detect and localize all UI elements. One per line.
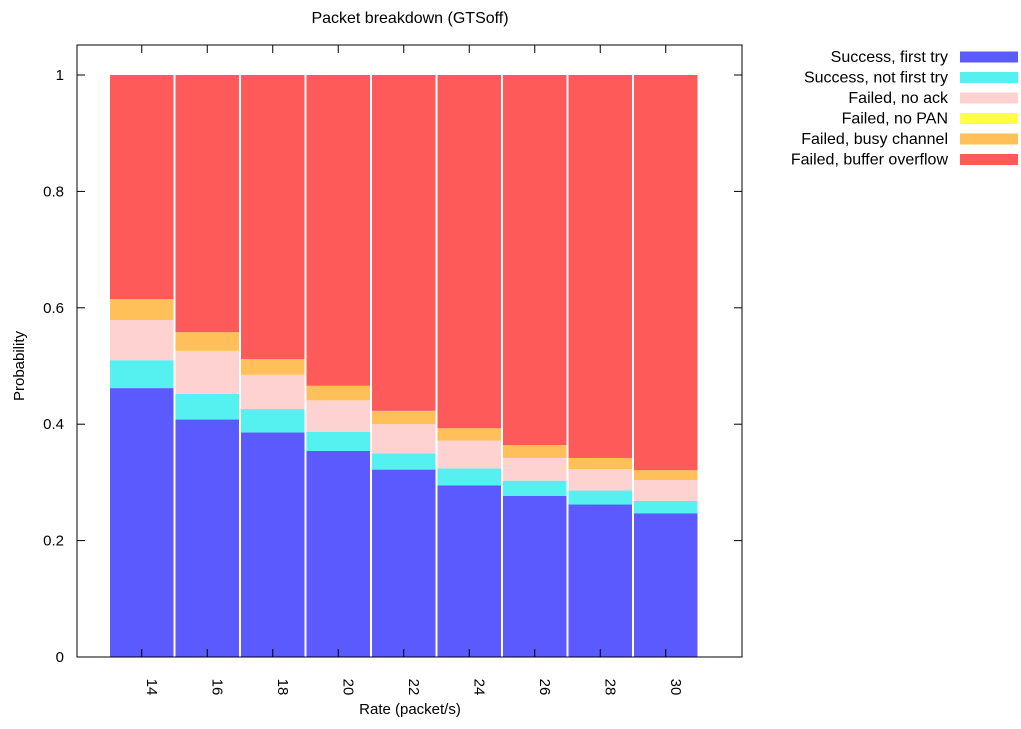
bar-segment <box>241 432 305 657</box>
x-tick-label: 20 <box>339 679 356 696</box>
bar-segment <box>634 470 698 481</box>
bar-segment <box>503 75 567 446</box>
bar-segment <box>634 480 698 502</box>
legend-swatch <box>960 51 1018 63</box>
y-tick-label: 0.2 <box>43 533 64 550</box>
bar-segment <box>568 457 632 470</box>
y-tick-label: 0.4 <box>43 416 64 433</box>
bar-segment <box>241 374 305 410</box>
bar-segment <box>634 501 698 514</box>
bar-segment <box>306 450 370 657</box>
legend-swatch <box>960 133 1018 145</box>
bar-segment <box>437 75 501 429</box>
legend-swatch <box>960 72 1018 83</box>
bar-segment <box>634 75 698 471</box>
bar-segment <box>110 299 174 321</box>
bar-segment <box>372 75 436 411</box>
x-tick-label: 18 <box>274 679 291 696</box>
axis-layer: 14 16 18 20 22 24 26 28 30 0 0.2 0.4 0.6 0.8 1 <box>43 44 743 696</box>
legend-swatch <box>960 154 1018 165</box>
y-tick-label: 0 <box>56 649 64 666</box>
x-tick-label: 16 <box>208 679 225 696</box>
bar-segment <box>175 332 239 351</box>
bar-segment <box>568 469 632 491</box>
x-tick-label: 30 <box>667 679 684 696</box>
legend-label: Failed, no PAN <box>842 111 948 128</box>
y-tick-label: 0.6 <box>43 300 64 317</box>
bar-segment <box>306 431 370 451</box>
bar-segment <box>503 495 567 657</box>
legend: Success, first try Success, not first try… <box>791 49 1018 169</box>
legend-swatch <box>960 113 1018 124</box>
bar-segment <box>568 75 632 458</box>
bars-layer <box>110 75 698 657</box>
bar-segment <box>110 320 174 361</box>
bar-segment <box>568 504 632 657</box>
bar-segment <box>503 457 567 481</box>
plot-frame <box>76 44 743 658</box>
bar-segment <box>372 410 436 425</box>
chart-title: Packet breakdown (GTSoff) <box>311 10 508 27</box>
bar-segment <box>175 393 239 420</box>
legend-label: Failed, buffer overflow <box>791 152 949 169</box>
x-tick-label: 14 <box>143 679 160 696</box>
x-tick-label: 22 <box>405 679 422 696</box>
bar-segment <box>110 75 174 300</box>
bar-segment <box>372 469 436 657</box>
bar-segment <box>306 400 370 432</box>
bar-segment <box>306 75 370 386</box>
bar-segment <box>175 75 239 333</box>
bar-segment <box>372 453 436 470</box>
legend-label: Failed, no ack <box>848 90 949 107</box>
bar-segment <box>110 388 174 657</box>
legend-label: Success, not first try <box>804 70 948 87</box>
y-tick-label: 1 <box>56 67 64 84</box>
bar-segment <box>372 424 436 454</box>
bar-segment <box>437 440 501 469</box>
bar-segment <box>503 480 567 496</box>
bar-segment <box>241 359 305 375</box>
bar-segment <box>175 350 239 394</box>
bar-segment <box>437 468 501 486</box>
bar-segment <box>306 385 370 401</box>
legend-label: Failed, busy channel <box>801 131 948 148</box>
bar-segment <box>634 513 698 657</box>
legend-label: Success, first try <box>831 49 948 66</box>
x-axis-label: Rate (packet/s) <box>359 701 461 718</box>
bar-segment <box>110 360 174 389</box>
bar-segment <box>568 490 632 505</box>
y-axis-label: Probability <box>11 330 28 401</box>
bar-segment <box>241 75 305 360</box>
bar-segment <box>437 428 501 441</box>
x-tick-label: 24 <box>470 679 487 696</box>
legend-swatch <box>960 92 1018 104</box>
bar-segment <box>503 445 567 458</box>
x-tick-label: 26 <box>536 679 553 696</box>
y-tick-label: 0.8 <box>43 183 64 200</box>
bar-segment <box>175 419 239 657</box>
x-tick-label: 28 <box>601 679 618 696</box>
bar-segment <box>437 485 501 657</box>
bar-segment <box>241 409 305 433</box>
